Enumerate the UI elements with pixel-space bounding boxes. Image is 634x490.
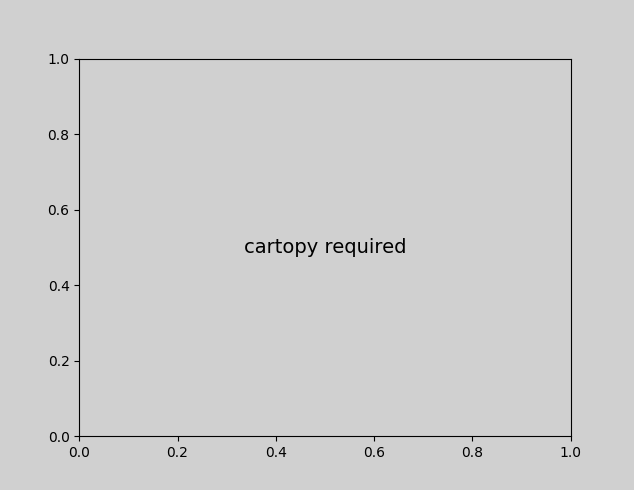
Text: cartopy required: cartopy required bbox=[243, 238, 406, 257]
